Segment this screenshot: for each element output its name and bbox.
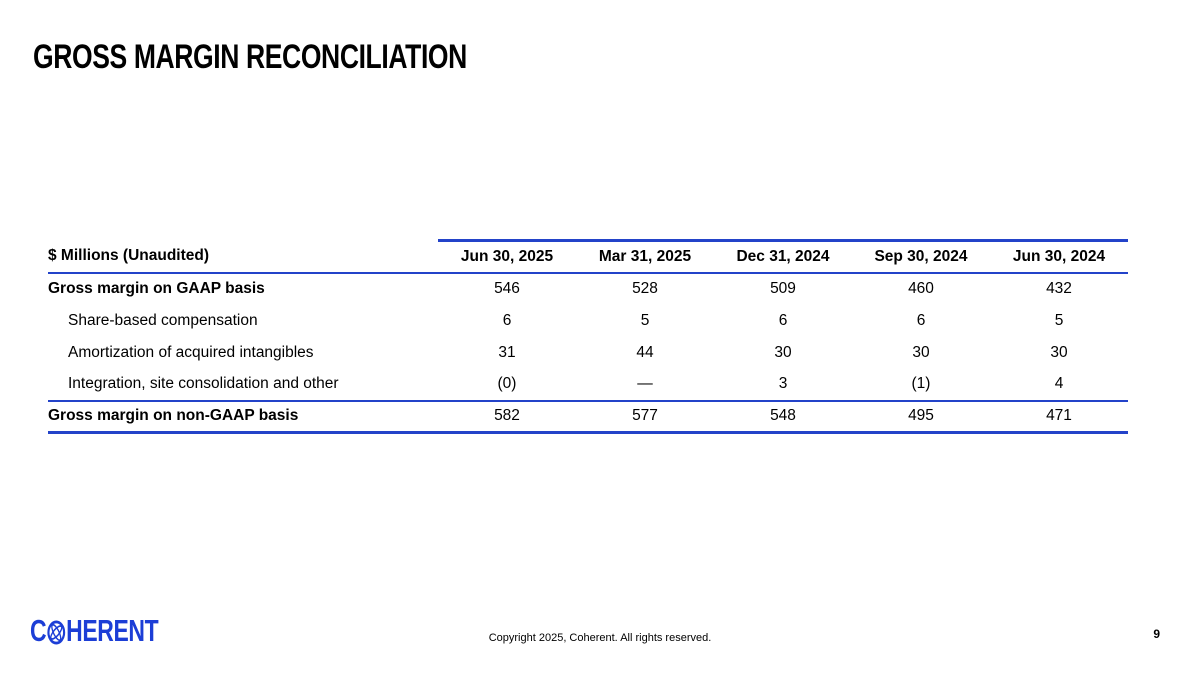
table-cell: — <box>637 375 653 392</box>
table-cell: 30 <box>912 343 930 361</box>
page-title: GROSS MARGIN RECONCILIATION <box>33 38 467 76</box>
table-cell: 582 <box>438 399 576 434</box>
table-cell: 5 <box>1054 311 1064 329</box>
column-header: Jun 30, 2024 <box>990 239 1128 274</box>
column-header: Sep 30, 2024 <box>852 239 990 274</box>
table-cell: 577 <box>576 399 714 434</box>
gross-margin-table: $ Millions (Unaudited) Jun 30, 2025 Mar … <box>48 239 1128 434</box>
table-row: Gross margin on GAAP basis 546 528 509 4… <box>48 273 1128 305</box>
column-header: Dec 31, 2024 <box>714 239 852 274</box>
logo-text-suffix: HERENT <box>66 613 159 648</box>
table-cell: 548 <box>714 399 852 434</box>
column-header: Mar 31, 2025 <box>576 239 714 274</box>
table-cell: 44 <box>636 343 654 361</box>
table-row-total: Gross margin on non-GAAP basis 582 577 5… <box>48 399 1128 434</box>
table-cell: 471 <box>990 399 1128 434</box>
table-cell: 495 <box>852 399 990 434</box>
atom-icon <box>47 619 66 645</box>
table-cell: 30 <box>1050 343 1068 361</box>
table-header-row: $ Millions (Unaudited) Jun 30, 2025 Mar … <box>48 239 1128 274</box>
page-number: 9 <box>1153 627 1160 641</box>
copyright-text: Copyright 2025, Coherent. All rights res… <box>488 632 712 644</box>
table-cell: 6 <box>916 311 926 329</box>
row-label: Integration, site consolidation and othe… <box>68 375 339 392</box>
table-cell: 432 <box>1046 280 1072 297</box>
table-row: Integration, site consolidation and othe… <box>48 369 1128 401</box>
table-cell: 5 <box>640 311 650 329</box>
row-label: Gross margin on non-GAAP basis <box>48 399 438 434</box>
table-cell: 509 <box>770 280 796 297</box>
table-cell: 31 <box>498 343 516 361</box>
table-cell: (1) <box>911 375 931 392</box>
table-cell: 6 <box>778 311 788 329</box>
table-cell: 6 <box>502 311 512 329</box>
table-cell: 528 <box>632 280 658 297</box>
table-cell: 4 <box>1054 375 1064 392</box>
row-label: Amortization of acquired intangibles <box>68 343 314 361</box>
table-row: Amortization of acquired intangibles 31 … <box>48 337 1128 369</box>
table-cell: (0) <box>497 375 517 392</box>
table-cell: 546 <box>494 280 520 297</box>
coherent-logo: C HERENT <box>30 613 159 648</box>
table-cell: 3 <box>778 375 788 392</box>
unit-label: $ Millions (Unaudited) <box>48 240 438 274</box>
column-header: Jun 30, 2025 <box>438 239 576 274</box>
table-cell: 460 <box>908 280 934 297</box>
table-row: Share-based compensation 6 5 6 6 5 <box>48 305 1128 337</box>
row-label: Share-based compensation <box>68 311 258 329</box>
table-cell: 30 <box>774 343 792 361</box>
row-label: Gross margin on GAAP basis <box>48 280 265 297</box>
logo-text-prefix: C <box>30 613 47 648</box>
